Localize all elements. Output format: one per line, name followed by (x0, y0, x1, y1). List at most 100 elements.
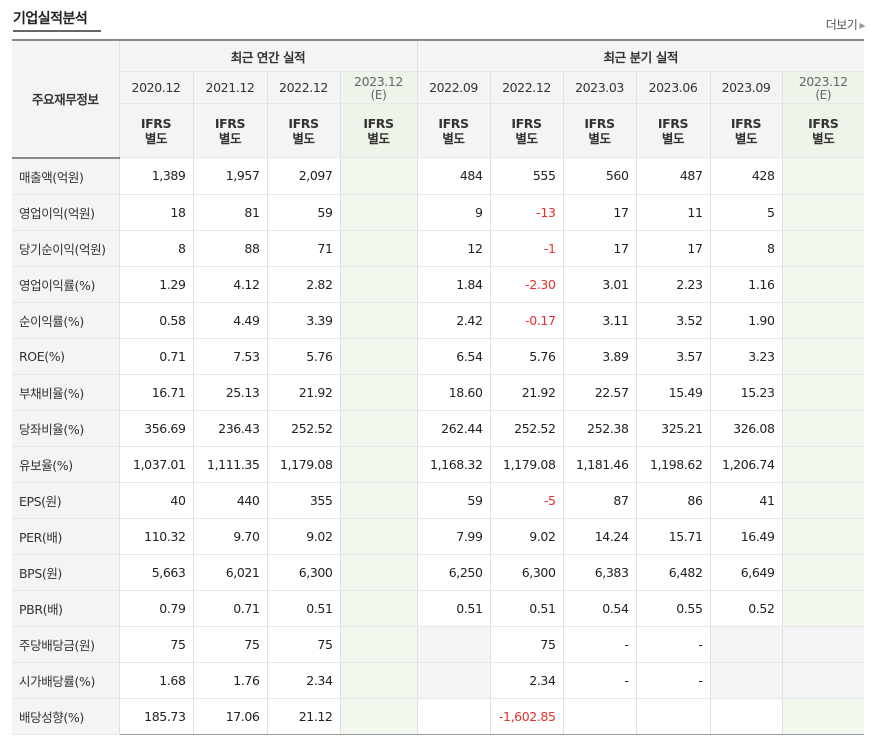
table-cell: 5,663 (118, 554, 193, 591)
table-cell: 252.38 (562, 410, 637, 447)
table-cell: 484 (416, 157, 491, 195)
ifrs-label: IFRS (288, 115, 319, 131)
ifrs-header: IFRS 별도 (118, 103, 193, 158)
ifrs-basis-label: 별도 (734, 130, 758, 146)
more-link-label: 더보기 (825, 18, 858, 32)
table-cell: 16.71 (118, 373, 193, 411)
ifrs-header: IFRS 별도 (709, 103, 783, 158)
ifrs-basis-label: 별도 (367, 130, 390, 146)
table-row: EPS(원) 40 440 355 59 -5 87 86 41 (12, 481, 865, 519)
period-header: 2023.06 (635, 71, 711, 104)
table-cell (416, 625, 491, 663)
table-cell: - (635, 625, 711, 663)
row-label: 배당성향(%) (12, 698, 119, 735)
table-cell (339, 662, 418, 699)
table-cell: 12 (416, 230, 491, 267)
table-cell: 1.68 (118, 662, 193, 699)
period-header: 2023.09 (709, 71, 783, 104)
table-cell: 21.92 (266, 373, 340, 411)
table-row: 시가배당률(%) 1.68 1.76 2.34 2.34- - (12, 662, 865, 699)
table-cell (781, 338, 865, 375)
table-cell: 0.55 (635, 590, 711, 627)
table-cell: 9.70 (192, 518, 267, 555)
table-cell: 6.54 (416, 338, 491, 375)
table-cell: 88 (192, 230, 267, 267)
table-cell: 2.34 (489, 662, 564, 699)
row-label: 매출액(억원) (12, 156, 119, 195)
table-cell: - (562, 662, 637, 699)
period-header: 2023.12 (E) (781, 71, 865, 104)
table-cell: 17.06 (192, 698, 267, 735)
ifrs-label: IFRS (808, 115, 839, 131)
table-cell: 4.49 (192, 302, 267, 339)
table-cell (339, 194, 418, 231)
table-cell (339, 481, 418, 519)
table-cell: 15.23 (709, 373, 783, 411)
table-cell: -1,602.85 (489, 698, 564, 735)
table-cell: 1,181.46 (562, 446, 637, 483)
period-label: 2023.12 (798, 74, 848, 89)
table-cell: 5.76 (489, 338, 564, 375)
table-body: 매출액(억원) 1,389 1,957 2,097 484 555 560 487 428 영업이… (12, 156, 865, 735)
table-cell: 0.51 (266, 590, 340, 627)
table-cell: 1,111.35 (192, 446, 267, 483)
table-cell: 3.11 (562, 302, 637, 339)
table-cell: 1,389 (118, 157, 193, 195)
table-row: 영업이익률(%) 1.29 4.12 2.82 1.84 -2.30 3.01 2.23 1.1… (12, 265, 865, 303)
period-header: 2020.12 (118, 71, 193, 104)
table-row: BPS(원) 5,663 6,021 6,300 6,250 6,300 6,383 6,48… (12, 554, 865, 591)
table-row: ROE(%) 0.71 7.53 5.76 6.54 5.76 3.89 3.57 3.23 (12, 338, 865, 375)
table-cell: 81 (192, 194, 267, 231)
table-cell: 18 (118, 194, 193, 231)
table-cell (416, 662, 491, 699)
table-cell (781, 230, 865, 267)
ifrs-header: IFRS 별도 (416, 103, 491, 158)
table-cell (416, 698, 491, 735)
table-cell (781, 194, 865, 231)
ifrs-basis-label: 별도 (812, 130, 835, 146)
table-cell: 440 (192, 481, 267, 519)
chevron-right-icon: ▶ (859, 21, 865, 30)
table-cell: 75 (192, 625, 267, 663)
ifrs-label: IFRS (511, 115, 542, 131)
more-link[interactable]: 더보기 ▶ (825, 16, 866, 33)
table-cell: -2.30 (489, 265, 564, 303)
table-cell: 560 (562, 157, 637, 195)
table-cell: 2,097 (266, 157, 340, 195)
table-cell (781, 698, 865, 735)
row-label: BPS(원) (12, 554, 119, 591)
table-cell: 5 (709, 194, 783, 231)
table-row: 영업이익(억원) 18 81 59 9 -13 17 11 5 (12, 194, 865, 231)
table-cell: 11 (635, 194, 711, 231)
ifrs-basis-label: 별도 (515, 130, 538, 146)
ifrs-header: IFRS 별도 (489, 103, 564, 158)
row-label: 당좌비율(%) (12, 410, 119, 447)
table-cell: 59 (416, 481, 491, 519)
period-label: 2022.12 (502, 80, 551, 95)
row-label: PBR(배) (12, 590, 119, 627)
table-cell: 6,649 (709, 554, 783, 591)
table-cell (781, 590, 865, 627)
table-cell (781, 554, 865, 591)
row-label: 영업이익률(%) (12, 265, 119, 303)
ifrs-label: IFRS (730, 115, 762, 131)
table-row: 매출액(억원) 1,389 1,957 2,097 484 555 560 487 428 (12, 156, 865, 195)
period-label: 2023.12 (354, 74, 403, 89)
table-cell (339, 302, 418, 339)
table-cell: 6,300 (266, 554, 340, 591)
table-cell: 1.90 (709, 302, 783, 339)
ifrs-label: IFRS (214, 115, 246, 131)
ifrs-label: IFRS (438, 115, 469, 131)
table-cell: 21.12 (266, 698, 340, 735)
table-cell (781, 157, 865, 195)
table-cell: 15.71 (635, 518, 711, 555)
period-header: 2022.09 (416, 71, 491, 104)
row-label: EPS(원) (12, 481, 119, 519)
table-cell (339, 590, 418, 627)
table-cell: 3.01 (562, 265, 637, 303)
table-cell (339, 554, 418, 591)
table-cell: -1 (489, 230, 564, 267)
table-cell: 6,250 (416, 554, 491, 591)
table-cell: 8 (118, 230, 193, 267)
table-cell (339, 265, 418, 303)
